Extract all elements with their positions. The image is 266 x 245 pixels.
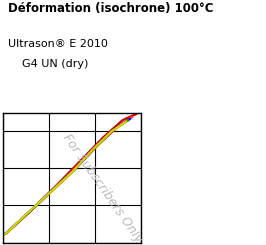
Text: For Subscribers Only: For Subscribers Only [60,131,145,245]
Text: Déformation (isochrone) 100°C: Déformation (isochrone) 100°C [8,2,214,15]
Text: Ultrason® E 2010: Ultrason® E 2010 [8,39,108,49]
Text: G4 UN (dry): G4 UN (dry) [8,59,88,69]
